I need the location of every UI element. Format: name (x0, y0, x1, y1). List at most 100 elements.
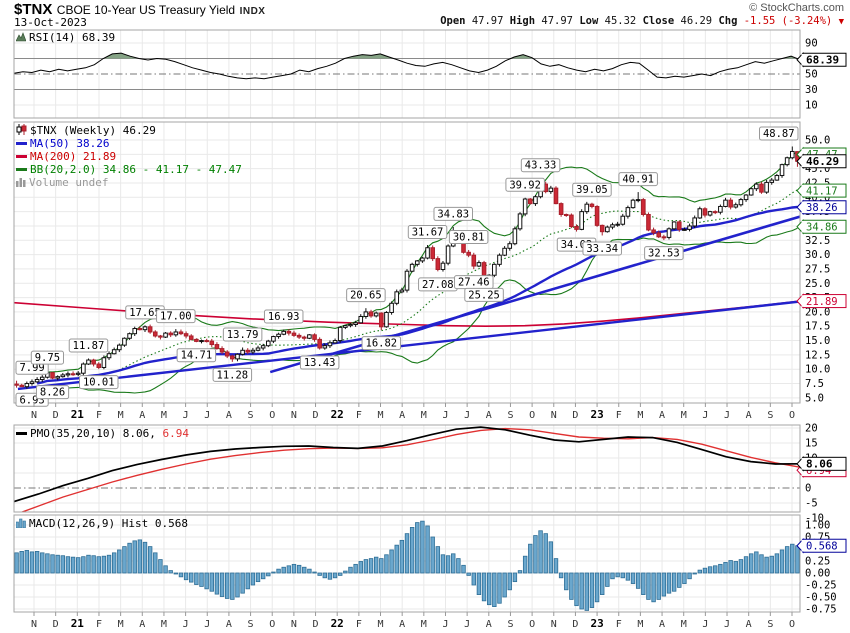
svg-text:D: D (53, 619, 59, 630)
svg-text:D: D (53, 410, 59, 421)
svg-text:F: F (356, 410, 362, 421)
rsi-legend: RSI(14) 68.39 (15, 31, 116, 45)
svg-text:-5: -5 (805, 498, 818, 510)
svg-text:5.0: 5.0 (805, 392, 824, 404)
macd-bars-icon (15, 518, 26, 531)
svg-text:S: S (248, 410, 254, 421)
rsi-legend-label: RSI(14) 68.39 (29, 31, 116, 44)
volume-legend-label: Volume undef (29, 176, 109, 189)
svg-text:A: A (399, 410, 405, 421)
svg-text:34.83: 34.83 (437, 208, 469, 220)
svg-text:N: N (291, 410, 297, 421)
svg-text:F: F (96, 619, 102, 630)
svg-text:30.81: 30.81 (453, 231, 485, 243)
svg-text:S: S (507, 619, 513, 630)
svg-text:50.0: 50.0 (805, 135, 830, 147)
chg-label: Chg (718, 15, 738, 27)
svg-text:M: M (681, 619, 687, 630)
pmo-panel: 20151050-5-106.948.06 (13, 423, 847, 525)
pmo-legend-label: PMO(35,20,10) (30, 427, 117, 440)
svg-text:17.65: 17.65 (129, 307, 161, 319)
svg-text:21: 21 (71, 408, 85, 421)
rsi-area-icon (15, 31, 27, 45)
svg-text:A: A (226, 619, 232, 630)
svg-text:20.0: 20.0 (805, 306, 830, 318)
svg-text:A: A (486, 410, 492, 421)
svg-text:D: D (313, 619, 319, 630)
svg-text:M: M (377, 410, 383, 421)
svg-text:N: N (551, 619, 557, 630)
svg-text:O: O (529, 619, 535, 630)
candlestick-icon (16, 124, 27, 138)
ma50-line-icon (16, 141, 27, 145)
svg-text:M: M (377, 619, 383, 630)
low-label: Low (579, 15, 599, 27)
ma200-line-icon (16, 154, 27, 158)
svg-text:A: A (399, 619, 405, 630)
svg-text:21.89: 21.89 (806, 296, 838, 308)
svg-text:N: N (31, 619, 37, 630)
svg-text:7.99: 7.99 (19, 362, 44, 374)
svg-text:46.29: 46.29 (806, 155, 839, 168)
svg-text:16.82: 16.82 (366, 338, 398, 350)
high-label: High (509, 15, 536, 27)
exchange-label: INDX (239, 6, 266, 17)
svg-text:22: 22 (331, 617, 344, 630)
svg-text:M: M (637, 410, 643, 421)
svg-text:A: A (486, 619, 492, 630)
high-value: 47.97 (541, 15, 573, 27)
bb-line-icon (16, 167, 27, 171)
low-value: 45.32 (604, 15, 637, 27)
svg-text:16.93: 16.93 (268, 311, 300, 323)
bb-legend-label: BB(20,2.0) 34.86 - 41.17 - 47.47 (30, 163, 242, 176)
chart-date: 13-Oct-2023 (14, 16, 87, 29)
pmo-value-2: 6.94 (162, 427, 189, 440)
svg-text:S: S (507, 410, 513, 421)
svg-text:12.5: 12.5 (805, 349, 830, 361)
svg-text:M: M (161, 619, 167, 630)
svg-text:40.91: 40.91 (622, 174, 654, 186)
svg-text:10.01: 10.01 (83, 377, 115, 389)
svg-text:M: M (421, 410, 427, 421)
svg-text:20.65: 20.65 (350, 290, 382, 302)
svg-text:F: F (616, 619, 622, 630)
close-value: 46.29 (680, 15, 713, 27)
svg-text:68.39: 68.39 (806, 53, 839, 66)
price-overlays (14, 151, 800, 394)
svg-text:M: M (161, 410, 167, 421)
ohlc-readout: Open 47.97 High 47.97 Low 45.32 Close 46… (440, 15, 844, 27)
svg-text:J: J (724, 410, 730, 421)
svg-text:O: O (789, 410, 795, 421)
svg-text:0: 0 (805, 483, 811, 495)
svg-text:S: S (767, 619, 773, 630)
svg-text:15.0: 15.0 (805, 335, 830, 347)
svg-text:J: J (702, 410, 708, 421)
svg-text:43.33: 43.33 (525, 160, 557, 172)
svg-text:M: M (421, 619, 427, 630)
down-arrow-icon: ▼ (838, 17, 844, 27)
svg-text:J: J (183, 619, 189, 630)
trendline (17, 300, 800, 391)
ma200-legend: MA(200) 21.89 (16, 150, 116, 163)
copyright: © StockCharts.com (749, 2, 844, 14)
svg-text:0.568: 0.568 (806, 540, 838, 552)
svg-text:30: 30 (805, 84, 818, 96)
svg-text:0.00: 0.00 (805, 568, 830, 580)
svg-text:7.5: 7.5 (805, 378, 824, 390)
pmo-legend: PMO(35,20,10) 8.06, 6.94 (16, 427, 189, 440)
svg-text:J: J (724, 619, 730, 630)
svg-text:20: 20 (805, 423, 818, 435)
svg-text:15: 15 (805, 438, 818, 450)
x-axis-row-bottom: N D 21 F M A M J J A S O N D 22 F M A M J J A S O N D 23 F M A M J J A S O (31, 612, 795, 630)
svg-text:30.0: 30.0 (805, 249, 830, 261)
svg-text:F: F (96, 410, 102, 421)
svg-text:10: 10 (805, 100, 818, 112)
svg-text:22: 22 (331, 408, 344, 421)
svg-text:A: A (139, 410, 145, 421)
open-label: Open (440, 15, 466, 27)
svg-text:11.28: 11.28 (217, 369, 249, 381)
svg-text:D: D (572, 410, 578, 421)
macd-legend-label: MACD(12,26,9) Hist 0.568 (29, 517, 188, 530)
svg-text:-0.50: -0.50 (805, 592, 837, 604)
